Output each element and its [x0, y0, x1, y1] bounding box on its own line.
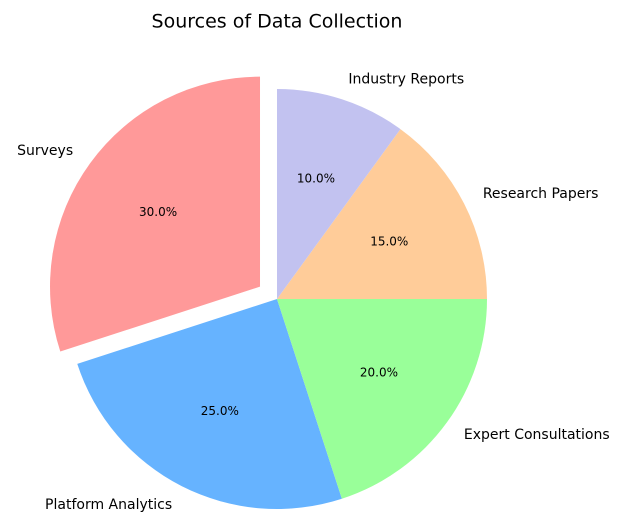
value-label: 25.0%	[201, 404, 239, 418]
slice-label: Research Papers	[483, 186, 599, 202]
slice-label: Expert Consultations	[464, 427, 610, 443]
value-label: 30.0%	[139, 205, 177, 219]
pie-slice	[77, 299, 342, 509]
pie-slice	[50, 76, 261, 352]
pie-slice	[277, 129, 487, 299]
pie-slice	[277, 299, 487, 499]
chart-title: Sources of Data Collection	[152, 11, 403, 33]
slice-label: Platform Analytics	[45, 497, 172, 513]
pie-slice	[277, 89, 401, 299]
slice-label: Industry Reports	[348, 71, 464, 87]
value-label: 10.0%	[297, 172, 335, 186]
value-label: 20.0%	[360, 366, 398, 380]
slice-label: Surveys	[17, 143, 73, 159]
value-label: 15.0%	[370, 234, 408, 248]
